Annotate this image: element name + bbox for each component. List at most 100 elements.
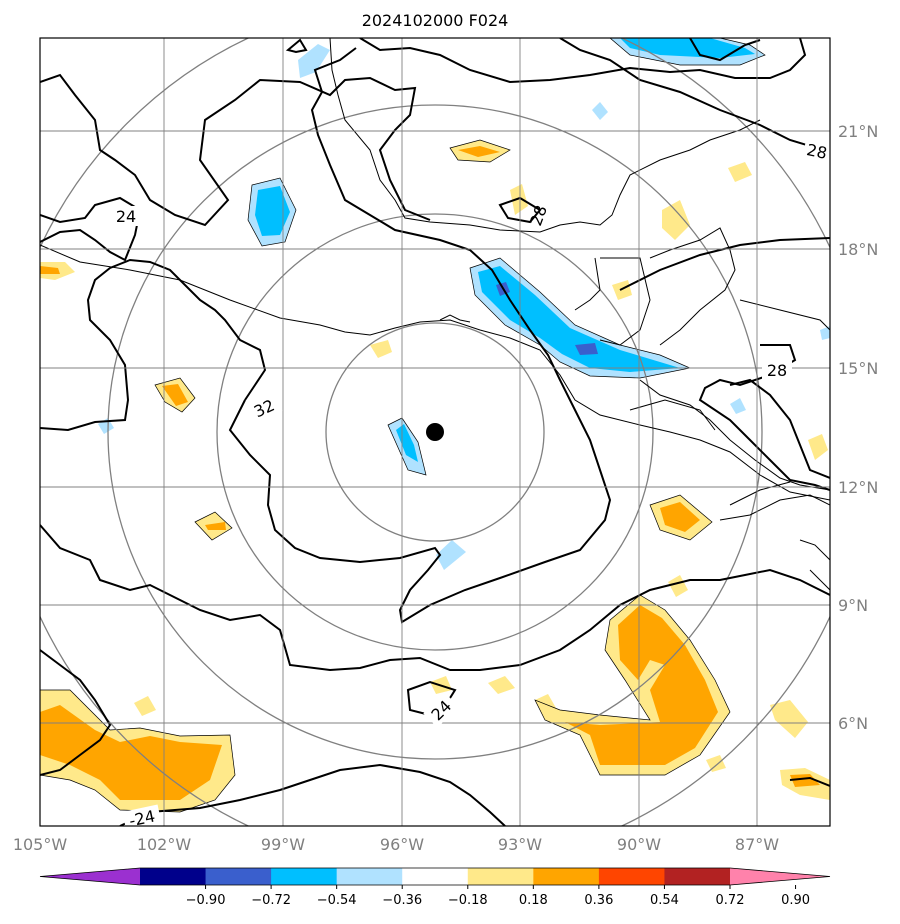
isoline-24-north: [40, 73, 431, 227]
map-frame: [39, 37, 831, 827]
lat-tick-label: 9°N: [838, 596, 868, 615]
positive-anomaly-region: [134, 696, 156, 716]
colorbar-segment: [598, 868, 665, 885]
colorbar-segment: [467, 868, 534, 885]
lon-tick-label: 102°W: [137, 835, 192, 854]
range-ring: [216, 213, 654, 651]
colorbar-extend-high: [730, 868, 830, 885]
negative-anomaly-region: [575, 343, 598, 355]
colorbar-tick-label: −0.18: [448, 893, 488, 908]
isoline-24-sw: [40, 524, 830, 672]
positive-anomaly-region: [40, 266, 60, 274]
positive-anomaly-region: [488, 676, 515, 694]
isoline-32-west: [40, 258, 267, 432]
colorbar-tick-label: 0.18: [519, 893, 548, 908]
lat-tick-label: 21°N: [838, 122, 878, 141]
positive-anomaly-region: [706, 755, 726, 772]
isoline-32: [228, 47, 612, 624]
range-ring: [325, 322, 545, 542]
negative-anomaly-region: [298, 44, 330, 78]
contour-labels: 24 32 28 28 -24 24 28: [110, 138, 830, 830]
contour-label: -24: [127, 806, 157, 830]
lon-tick-label: 105°W: [13, 835, 68, 854]
colorbar-segment: [205, 868, 272, 885]
range-rings: [40, 38, 830, 826]
colorbar-segment: [140, 868, 207, 885]
lat-tick-label: 6°N: [838, 714, 868, 733]
lat-tick-label: 12°N: [838, 478, 878, 497]
isoline-small-loop: [498, 196, 542, 224]
positive-anomaly-region: [770, 700, 808, 738]
range-ring: [107, 104, 763, 760]
isoline-28-ne: [559, 38, 830, 153]
map-title: 2024102000 F024: [362, 11, 509, 30]
positive-anomaly-region: [458, 146, 500, 157]
colorbar-segment: [271, 868, 338, 885]
contour-label: 24: [116, 207, 136, 226]
colorbar-tick-label: 0.90: [781, 893, 810, 908]
lon-tick-label: 99°W: [261, 835, 305, 854]
colorbar-tick-label: −0.54: [317, 893, 357, 908]
contour-label: 28: [805, 140, 829, 163]
positive-anomaly-region: [535, 694, 556, 712]
isoline-28-bottom: [789, 776, 830, 787]
lon-tick-label: 90°W: [617, 835, 661, 854]
colorbar-tick-label: −0.90: [186, 893, 226, 908]
positive-anomaly-region: [40, 705, 222, 800]
isolines: [40, 38, 830, 826]
positive-anomaly-region: [162, 384, 188, 406]
positive-anomaly-region: [668, 575, 688, 597]
lon-tick-label: 96°W: [380, 835, 424, 854]
positive-anomaly-region: [660, 502, 700, 532]
isoline-24-bottom: [119, 763, 506, 826]
colorbar-tick-label: 0.72: [716, 893, 745, 908]
colorbar: −0.90 −0.72 −0.54 −0.36 −0.18 0.18 0.36 0.54 0.7…: [39, 867, 831, 908]
positive-anomaly-region: [205, 522, 226, 530]
negative-anomaly-region: [478, 266, 680, 372]
colorbar-tick-label: 0.36: [584, 893, 613, 908]
isoline-24-south: [40, 649, 112, 776]
negative-anomaly-region: [620, 38, 755, 58]
isoline-24-west: [40, 196, 142, 262]
colorbar-extend-low: [40, 868, 140, 885]
positive-anomaly-region: [370, 340, 392, 358]
lon-tick-labels: 105°W 102°W 99°W 96°W 93°W 90°W 87°W: [13, 835, 779, 854]
storm-center-marker: [426, 423, 444, 441]
isoline-28-wall: [689, 38, 761, 62]
negative-anomaly-region: [730, 398, 746, 414]
colorbar-segment: [336, 868, 403, 885]
positive-anomaly-region: [728, 162, 752, 182]
map-area: 24 32 28 28 -24 24 28: [40, 38, 830, 830]
anomaly-fills: [40, 38, 830, 812]
lon-tick-label: 93°W: [498, 835, 542, 854]
negative-anomaly-region: [255, 186, 290, 236]
lat-tick-labels: 21°N 18°N 15°N 12°N 9°N 6°N: [838, 122, 878, 733]
negative-anomaly-region: [396, 424, 418, 462]
positive-anomaly-region: [565, 605, 718, 765]
coastlines: [40, 38, 830, 591]
contour-label: 28: [526, 203, 551, 229]
isoline-28-east: [619, 237, 830, 291]
positive-anomaly-region: [662, 200, 690, 240]
colorbar-segment: [664, 868, 731, 885]
isoline-small-loop: [285, 38, 308, 54]
colorbar-outline: [39, 867, 831, 886]
negative-anomaly-region: [436, 540, 466, 570]
positive-anomaly-region: [510, 184, 528, 215]
positive-anomaly-region: [808, 434, 828, 460]
colorbar-tick-label: 0.54: [650, 893, 679, 908]
isoline-28-se: [729, 378, 830, 479]
contour-label: 28: [767, 361, 787, 380]
colorbar-segment: [533, 868, 600, 885]
lat-tick-label: 15°N: [838, 359, 878, 378]
isoline-28-north: [359, 38, 807, 84]
positive-anomaly-region: [790, 774, 820, 787]
negative-anomaly-region: [820, 326, 830, 340]
colorbar-tick-label: −0.72: [251, 893, 291, 908]
lat-tick-label: 18°N: [838, 240, 878, 259]
anomaly-outlines: [40, 38, 766, 813]
negative-anomaly-region: [592, 102, 608, 120]
colorbar-segment: [402, 868, 469, 885]
lon-tick-label: 87°W: [735, 835, 779, 854]
